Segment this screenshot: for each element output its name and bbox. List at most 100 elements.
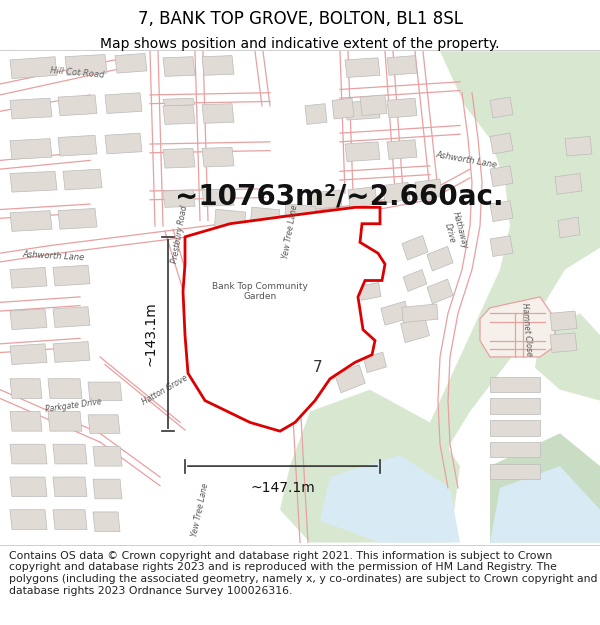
Polygon shape: [250, 207, 280, 227]
Polygon shape: [53, 444, 87, 464]
Polygon shape: [550, 311, 577, 331]
Polygon shape: [93, 512, 120, 532]
Polygon shape: [550, 333, 577, 352]
Polygon shape: [10, 444, 47, 464]
Text: Hill Cot Road: Hill Cot Road: [50, 66, 105, 80]
Polygon shape: [214, 209, 246, 232]
Polygon shape: [163, 148, 195, 168]
Polygon shape: [88, 415, 120, 433]
Polygon shape: [427, 279, 453, 304]
Text: Yew Tree Lane: Yew Tree Lane: [190, 482, 210, 538]
Polygon shape: [387, 139, 417, 159]
Text: Map shows position and indicative extent of the property.: Map shows position and indicative extent…: [100, 37, 500, 51]
Polygon shape: [53, 307, 90, 328]
Text: Hathaway
Drive: Hathaway Drive: [440, 211, 469, 252]
Polygon shape: [53, 510, 87, 529]
Polygon shape: [58, 95, 97, 116]
Polygon shape: [10, 171, 57, 192]
Polygon shape: [63, 169, 102, 190]
Polygon shape: [251, 234, 278, 253]
Polygon shape: [490, 166, 513, 187]
Polygon shape: [490, 97, 513, 118]
Polygon shape: [58, 135, 97, 156]
Polygon shape: [163, 105, 195, 124]
Polygon shape: [565, 136, 592, 156]
Text: 7, BANK TOP GROVE, BOLTON, BL1 8SL: 7, BANK TOP GROVE, BOLTON, BL1 8SL: [137, 10, 463, 28]
Polygon shape: [320, 455, 460, 542]
Polygon shape: [360, 95, 387, 116]
Polygon shape: [93, 446, 122, 466]
Polygon shape: [333, 266, 357, 284]
Polygon shape: [10, 411, 42, 431]
Polygon shape: [163, 98, 195, 106]
Polygon shape: [345, 142, 380, 161]
Polygon shape: [53, 265, 90, 286]
Polygon shape: [558, 217, 580, 238]
Polygon shape: [48, 379, 82, 398]
Polygon shape: [332, 98, 354, 119]
Text: Hatton Grove: Hatton Grove: [140, 373, 189, 406]
Polygon shape: [490, 464, 540, 479]
Polygon shape: [490, 420, 540, 436]
Polygon shape: [10, 139, 52, 159]
Polygon shape: [202, 189, 234, 206]
Polygon shape: [387, 56, 417, 75]
Polygon shape: [10, 57, 57, 79]
Polygon shape: [490, 377, 540, 392]
Text: ~147.1m: ~147.1m: [250, 481, 315, 496]
Polygon shape: [490, 236, 513, 256]
Polygon shape: [427, 246, 453, 271]
Text: Contains OS data © Crown copyright and database right 2021. This information is : Contains OS data © Crown copyright and d…: [9, 551, 598, 596]
Text: 7: 7: [313, 361, 323, 376]
Polygon shape: [390, 51, 600, 542]
Text: Ashworth Lane: Ashworth Lane: [435, 151, 498, 170]
Polygon shape: [65, 54, 107, 75]
Polygon shape: [93, 479, 122, 499]
Polygon shape: [10, 268, 47, 288]
Polygon shape: [381, 301, 409, 325]
Polygon shape: [202, 56, 234, 75]
Polygon shape: [310, 190, 342, 209]
Polygon shape: [490, 466, 600, 542]
Polygon shape: [333, 288, 357, 306]
Polygon shape: [163, 57, 195, 76]
Text: Prestbury Road: Prestbury Road: [170, 205, 189, 264]
Polygon shape: [10, 344, 47, 364]
Polygon shape: [490, 442, 540, 458]
Polygon shape: [202, 104, 234, 123]
Text: Parkgate Drive: Parkgate Drive: [45, 398, 103, 414]
Polygon shape: [403, 269, 427, 291]
Polygon shape: [305, 104, 327, 124]
Polygon shape: [10, 309, 47, 329]
Text: Ashworth Lane: Ashworth Lane: [22, 251, 85, 262]
Polygon shape: [364, 352, 386, 372]
Polygon shape: [480, 297, 555, 357]
Polygon shape: [284, 204, 316, 226]
Polygon shape: [10, 510, 47, 529]
Polygon shape: [48, 411, 82, 431]
Polygon shape: [53, 477, 87, 497]
Polygon shape: [183, 208, 385, 431]
Polygon shape: [401, 317, 430, 342]
Polygon shape: [10, 477, 47, 497]
Polygon shape: [312, 361, 338, 385]
Polygon shape: [115, 53, 147, 73]
Polygon shape: [490, 201, 513, 221]
Polygon shape: [335, 332, 365, 360]
Polygon shape: [359, 282, 381, 300]
Polygon shape: [383, 182, 410, 203]
Polygon shape: [490, 133, 513, 154]
Polygon shape: [215, 237, 245, 254]
Polygon shape: [555, 174, 582, 194]
Text: Bank Top Community
Garden: Bank Top Community Garden: [212, 282, 308, 301]
Polygon shape: [10, 211, 52, 231]
Polygon shape: [335, 364, 365, 393]
Polygon shape: [402, 236, 428, 260]
Polygon shape: [279, 310, 311, 339]
Polygon shape: [280, 389, 460, 542]
Polygon shape: [490, 433, 600, 542]
Text: Hamnet Close: Hamnet Close: [520, 302, 533, 357]
Polygon shape: [105, 133, 142, 154]
Polygon shape: [105, 92, 142, 114]
Polygon shape: [281, 350, 309, 375]
